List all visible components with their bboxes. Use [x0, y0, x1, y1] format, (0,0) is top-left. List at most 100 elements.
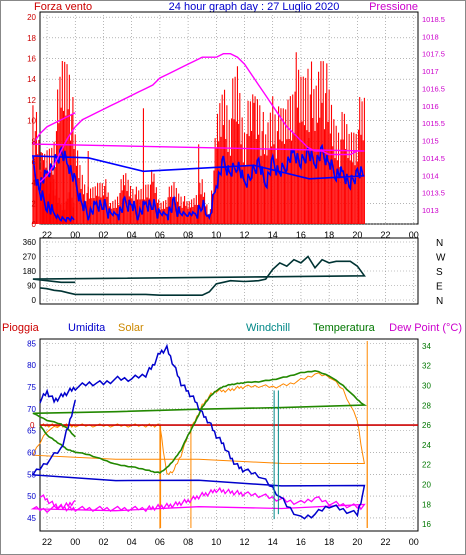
pressure-y-tick-label: 1017 [422, 67, 439, 76]
temperature-y-tick-label: 32 [422, 362, 431, 371]
x-tick-label: 08 [183, 230, 193, 240]
wind-average-line [31, 143, 365, 223]
humidity-y-tick-label: 75 [27, 383, 36, 392]
direction-y-tick-label: 180 [23, 267, 37, 276]
temperature-y-tick-label: 22 [422, 461, 431, 470]
pressure-y-tick-label: 1013.5 [422, 189, 445, 198]
wind-y-tick-label: 10 [27, 117, 36, 126]
wind-y-tick-label: 12 [27, 96, 36, 105]
humidity-y-tick-label: 45 [27, 514, 36, 523]
x-tick-label: 20 [352, 537, 362, 547]
x-tick-label: 22 [42, 537, 52, 547]
wind-y-tick-label: 6 [32, 158, 37, 167]
direction-y-tick-label: 0 [32, 296, 37, 305]
pressure-y-tick-label: 1014.5 [422, 154, 445, 163]
temperature-y-tick-label: 34 [422, 342, 431, 351]
x-tick-label: 00 [409, 537, 419, 547]
humidity-panel-frame [39, 338, 419, 532]
pressure-y-tick-label: 1013 [422, 206, 439, 215]
x-tick-label: 22 [381, 537, 391, 547]
x-tick-label: 00 [70, 230, 80, 240]
wind-y-tick-label: 14 [27, 75, 36, 84]
solar-line [32, 372, 366, 476]
dewpoint-line [30, 486, 366, 514]
temperature-y-tick-label: 28 [422, 401, 431, 410]
x-tick-label: 02 [98, 537, 108, 547]
compass-label: N [436, 238, 443, 249]
pressure-y-tick-label: 1015 [422, 137, 439, 146]
pressure-y-tick-label: 1014 [422, 171, 439, 180]
x-tick-label: 18 [324, 230, 334, 240]
pressure-y-tick-label: 1015.5 [422, 119, 445, 128]
x-tick-label: 20 [352, 230, 362, 240]
series-layer [30, 52, 418, 529]
x-tick-label: 04 [127, 537, 137, 547]
x-tick-label: 00 [70, 537, 80, 547]
x-tick-label: 12 [240, 230, 250, 240]
humidity-y-tick-label: 80 [27, 361, 36, 370]
x-tick-label: 14 [268, 537, 278, 547]
rain-zero-label: 0 [30, 421, 35, 430]
x-tick-label: 14 [268, 230, 278, 240]
wind-y-tick-label: 4 [32, 179, 37, 188]
humidity-y-tick-label: 65 [27, 427, 36, 436]
x-tick-label: 22 [381, 230, 391, 240]
compass-label: N [436, 296, 443, 307]
pressure-y-tick-label: 1018.5 [422, 15, 445, 24]
direction-y-tick-label: 360 [23, 238, 37, 247]
wind-direction-line [32, 255, 366, 296]
x-tick-label: 16 [296, 230, 306, 240]
legend-humidity: Umidita [68, 322, 106, 334]
legend-rain: Pioggia [2, 322, 40, 334]
compass-label: E [436, 282, 443, 293]
x-tick-label: 16 [296, 537, 306, 547]
wind-y-tick-label: 0 [32, 220, 37, 229]
humidity-y-tick-label: 50 [27, 492, 36, 501]
pressure-y-tick-label: 1016.5 [422, 84, 445, 93]
pressure-y-tick-label: 1018 [422, 32, 439, 41]
x-tick-label: 10 [211, 537, 221, 547]
x-tick-label: 00 [409, 230, 419, 240]
legend-temperature: Temperatura [313, 322, 376, 334]
x-tick-label: 06 [155, 537, 165, 547]
temperature-y-tick-label: 18 [422, 500, 431, 509]
wind-y-tick-label: 8 [32, 137, 37, 146]
humidity-y-tick-label: 55 [27, 470, 36, 479]
x-tick-label: 10 [211, 230, 221, 240]
x-tick-label: 06 [155, 230, 165, 240]
x-tick-label: 12 [240, 537, 250, 547]
temperature-y-tick-label: 26 [422, 421, 431, 430]
temperature-y-tick-label: 20 [422, 480, 431, 489]
x-tick-label: 04 [127, 230, 137, 240]
x-tick-label: 22 [42, 230, 52, 240]
x-tick-label: 18 [324, 537, 334, 547]
humidity-y-tick-label: 70 [27, 405, 36, 414]
legend-windchill: Windchill [246, 322, 290, 334]
x-tick-label: 08 [183, 537, 193, 547]
legend-solar: Solar [118, 322, 144, 334]
compass-label: S [436, 267, 443, 278]
wind-axis-title: Forza vento [34, 1, 92, 13]
wind-y-tick-label: 2 [32, 199, 37, 208]
pressure-y-tick-label: 1017.5 [422, 50, 445, 59]
x-tick-label: 02 [98, 230, 108, 240]
wind-y-tick-label: 16 [27, 55, 36, 64]
wind-y-tick-label: 20 [27, 13, 36, 22]
humidity-line [31, 343, 366, 520]
humidity-y-tick-label: 60 [27, 448, 36, 457]
wind-y-tick-label: 18 [27, 34, 36, 43]
temperature-y-tick-label: 24 [422, 441, 431, 450]
temperature-line [32, 369, 368, 474]
direction-y-tick-label: 270 [23, 253, 37, 262]
pressure-line [31, 53, 365, 183]
chart-title: 24 hour graph day : 27 Luglio 2020 [169, 1, 340, 13]
humidity-y-tick-label: 85 [27, 339, 36, 348]
temperature-y-tick-label: 16 [422, 520, 431, 529]
direction-y-tick-label: 90 [27, 282, 36, 291]
pressure-axis-title: Pressione [369, 1, 418, 13]
temperature-y-tick-label: 30 [422, 382, 431, 391]
legend-dewpoint: Dew Point (°C) [389, 322, 462, 334]
pressure-y-tick-label: 1016 [422, 102, 439, 111]
